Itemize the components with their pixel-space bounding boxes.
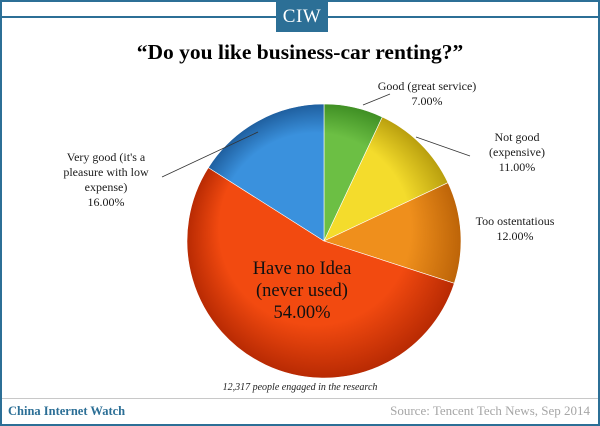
leader-line [161,131,259,178]
slice-label: Good (great service) 7.00% [378,79,477,108]
slice-label: Not good (expensive) 11.00% [489,130,545,174]
ciw-logo: CIW [276,2,328,32]
pie-slice [323,182,462,284]
pie-chart: Good (great service) 7.00% Not good (expens… [63,79,555,379]
pie-slice [186,167,455,379]
chart-title: “Do you like business-car renting?” [136,40,464,64]
pie-slice [323,116,449,242]
leader-line [362,93,391,106]
leader-line [415,136,471,157]
slice-label: Very good (it's a pleasure with low expens… [63,150,149,209]
pie-slice [207,103,325,242]
footer-rule [2,398,598,399]
footer-source: Source: Tencent Tech News, Sep 2014 [390,403,590,418]
chart-footnote: 12,317 people engaged in the research [222,382,378,393]
slice-label: Have no Idea (never used) 54.00% [253,259,352,323]
footer-brand: China Internet Watch [8,404,126,418]
slice-label: Too ostentatious 12.00% [476,214,555,243]
